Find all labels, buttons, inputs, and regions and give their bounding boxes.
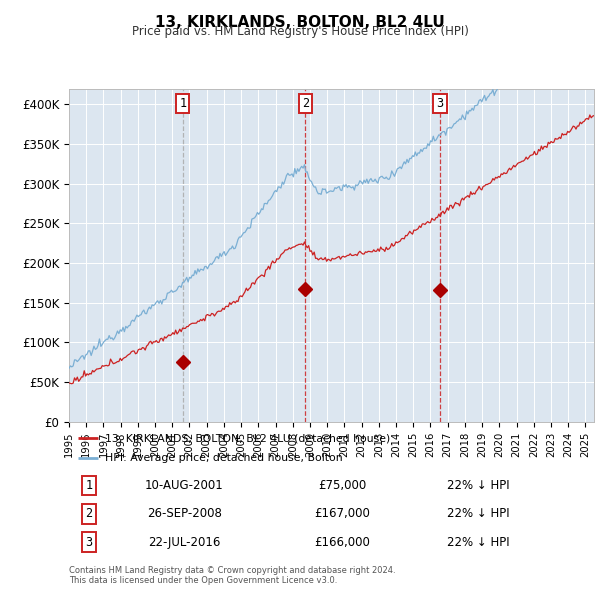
Text: £75,000: £75,000 [318,479,366,492]
Text: 22% ↓ HPI: 22% ↓ HPI [447,507,510,520]
Text: 3: 3 [436,97,443,110]
Text: 22-JUL-2016: 22-JUL-2016 [148,536,221,549]
Text: £166,000: £166,000 [314,536,370,549]
Text: 2: 2 [302,97,309,110]
Text: Contains HM Land Registry data © Crown copyright and database right 2024.
This d: Contains HM Land Registry data © Crown c… [69,566,395,585]
Text: 22% ↓ HPI: 22% ↓ HPI [447,536,510,549]
Text: 22% ↓ HPI: 22% ↓ HPI [447,479,510,492]
Text: 13, KIRKLANDS, BOLTON, BL2 4LU: 13, KIRKLANDS, BOLTON, BL2 4LU [155,15,445,30]
Text: 3: 3 [85,536,92,549]
Text: HPI: Average price, detached house, Bolton: HPI: Average price, detached house, Bolt… [105,453,343,463]
Text: £167,000: £167,000 [314,507,370,520]
Text: 13, KIRKLANDS, BOLTON, BL2 4LU (detached house): 13, KIRKLANDS, BOLTON, BL2 4LU (detached… [105,433,391,443]
Text: 1: 1 [179,97,187,110]
Text: 26-SEP-2008: 26-SEP-2008 [147,507,222,520]
Text: Price paid vs. HM Land Registry's House Price Index (HPI): Price paid vs. HM Land Registry's House … [131,25,469,38]
Text: 1: 1 [85,479,92,492]
Text: 2: 2 [85,507,92,520]
Text: 10-AUG-2001: 10-AUG-2001 [145,479,224,492]
